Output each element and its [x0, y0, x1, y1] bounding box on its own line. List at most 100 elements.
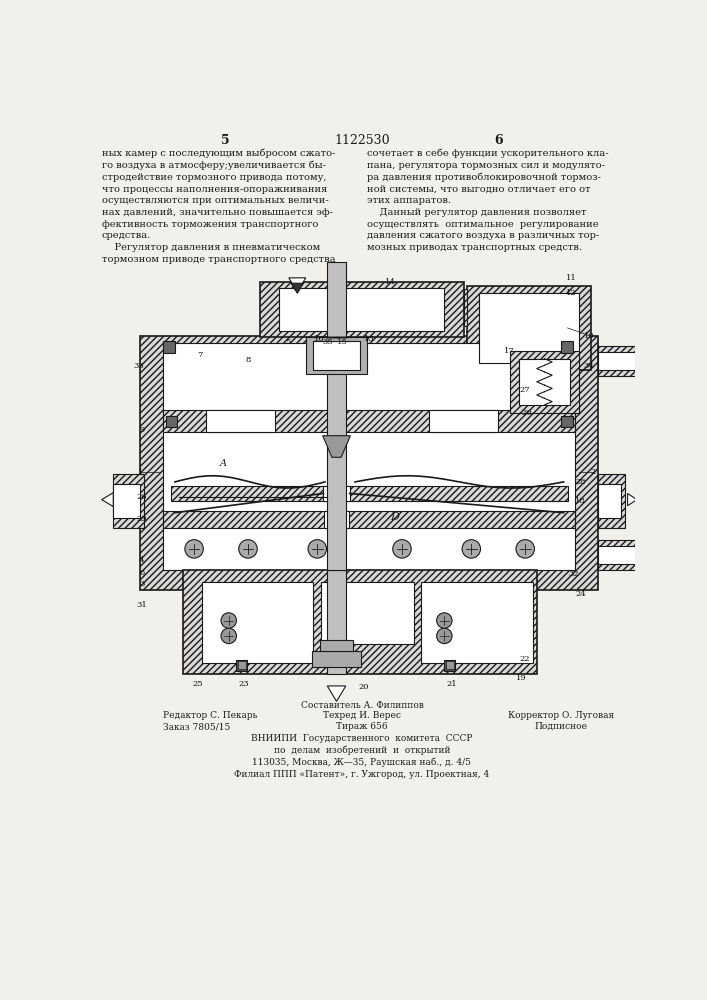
Bar [325, 511, 349, 528]
Bar [113, 484, 140, 518]
Bar [206, 410, 275, 432]
Text: 6: 6 [494, 134, 503, 147]
Circle shape [185, 540, 204, 558]
Text: 7: 7 [197, 351, 202, 359]
Bar [421, 582, 533, 663]
Polygon shape [643, 354, 653, 368]
Text: Подписное: Подписное [535, 722, 588, 731]
Text: Техред И. Верес: Техред И. Верес [323, 711, 401, 720]
Text: 14: 14 [385, 278, 396, 286]
Text: ных камер с последующим выбросом сжато-
го воздуха в атмосферу;увеличивается бы-: ных камер с последующим выбросом сжато- … [102, 148, 335, 264]
Bar [327, 262, 346, 570]
Circle shape [239, 540, 257, 558]
Text: ВНИИПИ  Государственного  комитета  СССР: ВНИИПИ Государственного комитета СССР [251, 734, 473, 743]
Text: 20: 20 [358, 683, 369, 691]
Text: 12: 12 [566, 289, 577, 297]
Bar [320, 640, 354, 651]
Text: Заказ 7805/15: Заказ 7805/15 [163, 722, 230, 731]
Text: 11: 11 [566, 274, 577, 282]
Bar [598, 474, 625, 528]
Bar [163, 341, 175, 353]
Text: 2: 2 [590, 468, 595, 476]
Text: 9: 9 [139, 426, 144, 434]
Text: сочетает в себе функции ускорительного кла-
пана, регулятора тормозных сил и мод: сочетает в себе функции ускорительного к… [368, 148, 609, 252]
Circle shape [221, 628, 236, 644]
Bar [598, 546, 637, 564]
Bar [313, 341, 360, 370]
Circle shape [308, 540, 327, 558]
Text: Редактор С. Пекарь: Редактор С. Пекарь [163, 711, 258, 720]
Text: 1122530: 1122530 [334, 134, 390, 147]
Bar [165, 416, 177, 427]
Text: 8: 8 [245, 356, 251, 364]
Polygon shape [636, 493, 645, 506]
Bar [163, 343, 575, 570]
Text: 27: 27 [520, 385, 530, 393]
Circle shape [462, 540, 481, 558]
Polygon shape [322, 436, 351, 457]
Text: 35: 35 [322, 338, 333, 346]
Polygon shape [643, 548, 653, 562]
Text: 5: 5 [221, 134, 229, 147]
Text: 25: 25 [192, 680, 203, 688]
Bar [236, 660, 247, 671]
Polygon shape [628, 493, 637, 506]
Bar [598, 540, 641, 570]
Text: 28: 28 [575, 478, 586, 486]
Text: 26: 26 [136, 493, 147, 501]
Text: 24: 24 [575, 590, 586, 598]
Text: 1: 1 [137, 468, 143, 476]
Text: по  делам  изобретений  и  открытий: по делам изобретений и открытий [274, 746, 450, 755]
Circle shape [393, 540, 411, 558]
Polygon shape [102, 493, 113, 507]
Text: 17: 17 [504, 347, 515, 355]
Text: 13: 13 [364, 335, 375, 343]
Bar [201, 582, 313, 663]
Bar [182, 570, 537, 674]
Text: D: D [390, 512, 399, 522]
Bar [519, 359, 570, 405]
Bar [446, 661, 454, 669]
Polygon shape [653, 354, 662, 368]
Bar [321, 582, 414, 644]
Text: Тираж 656: Тираж 656 [336, 722, 387, 731]
Bar [598, 346, 641, 376]
Bar [444, 660, 455, 671]
Bar [279, 288, 444, 331]
Text: 21: 21 [447, 680, 457, 688]
Bar [238, 661, 246, 669]
Text: 32: 32 [568, 570, 579, 578]
Text: 6: 6 [140, 569, 145, 577]
Bar [561, 341, 573, 353]
Text: Филиал ППП «Патент», г. Ужгород, ул. Проектная, 4: Филиал ППП «Патент», г. Ужгород, ул. Про… [234, 770, 489, 779]
Text: 34: 34 [583, 362, 594, 370]
Bar [324, 486, 350, 501]
Text: 22: 22 [519, 655, 530, 663]
Bar [464, 289, 467, 326]
Circle shape [437, 613, 452, 628]
Polygon shape [291, 283, 303, 293]
Text: 113035, Москва, Ж—35, Раушская наб., д. 4/5: 113035, Москва, Ж—35, Раушская наб., д. … [252, 758, 472, 767]
Bar [327, 570, 346, 674]
Circle shape [221, 613, 236, 628]
Bar [171, 486, 568, 501]
Bar [140, 336, 598, 590]
Bar [259, 282, 464, 337]
Polygon shape [653, 548, 662, 562]
Bar [510, 351, 579, 413]
Text: 15: 15 [337, 338, 348, 346]
Bar [113, 474, 144, 528]
Text: 4: 4 [139, 556, 144, 564]
Text: 5: 5 [286, 338, 291, 346]
Bar [429, 410, 498, 432]
Bar [598, 484, 621, 518]
Circle shape [516, 540, 534, 558]
Bar [312, 651, 361, 667]
Bar [163, 410, 575, 432]
Bar [598, 352, 637, 370]
Bar [479, 293, 579, 363]
Circle shape [437, 628, 452, 644]
Text: Корректор О. Луговая: Корректор О. Луговая [508, 711, 614, 720]
Bar [561, 416, 573, 427]
Text: 31: 31 [136, 601, 147, 609]
